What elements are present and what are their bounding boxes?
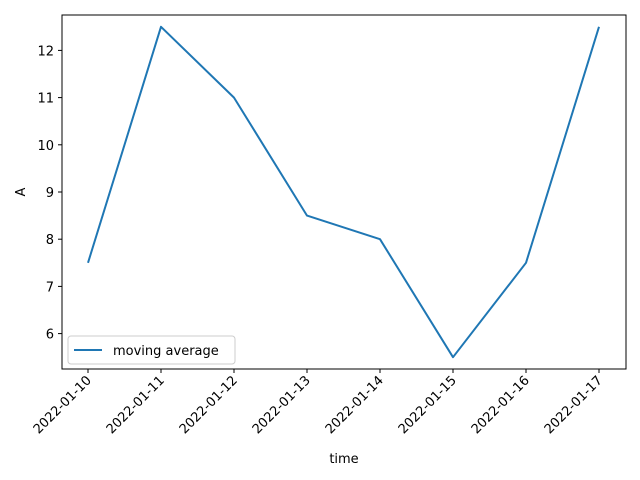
legend: moving average	[67, 335, 236, 365]
x-axis-ticks: 2022-01-10 2022-01-11 2022-01-12 2022-01-13…	[31, 369, 606, 437]
x-tick-label: 2022-01-11	[104, 373, 168, 437]
data-point	[307, 215, 308, 216]
y-tick-label: 12	[37, 44, 54, 59]
x-tick-label: 2022-01-13	[250, 373, 314, 437]
x-tick-label: 2022-01-15	[396, 373, 460, 437]
y-axis-label: A	[14, 187, 29, 196]
y-tick-label: 6	[46, 328, 54, 343]
plot-area	[62, 15, 626, 369]
y-tick-label: 8	[46, 233, 54, 248]
x-tick-label: 2022-01-16	[469, 373, 533, 437]
plot-frame	[61, 14, 627, 370]
x-tick-label: 2022-01-17	[542, 373, 606, 437]
x-tick-label: 2022-01-14	[323, 373, 387, 437]
data-point	[599, 26, 600, 27]
y-tick-label: 7	[46, 280, 54, 295]
data-point	[526, 262, 527, 263]
data-point	[88, 262, 89, 263]
legend-label: moving average	[113, 344, 219, 359]
data-point	[380, 239, 381, 240]
y-tick-label: 9	[46, 186, 54, 201]
y-axis-ticks: 6 7 8 9 10 11 12	[37, 44, 62, 343]
legend-box	[67, 335, 236, 365]
series-lines	[87, 25, 600, 359]
data-point	[234, 97, 235, 98]
x-tick-label: 2022-01-10	[31, 373, 95, 437]
y-tick-label: 11	[37, 92, 54, 107]
data-point	[453, 357, 454, 358]
data-point	[161, 26, 162, 27]
x-axis-label: time	[329, 452, 358, 467]
series-line-moving-average	[87, 25, 600, 359]
y-tick-label: 10	[37, 139, 54, 154]
x-tick-label: 2022-01-12	[177, 373, 241, 437]
